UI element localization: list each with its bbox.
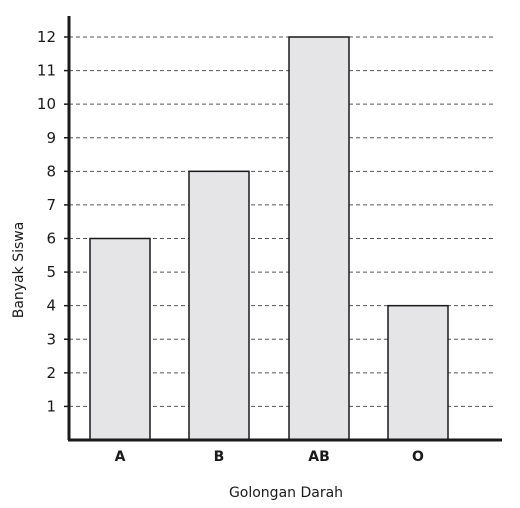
y-tick-label: 4 bbox=[46, 297, 56, 315]
bar-o bbox=[387, 304, 449, 441]
y-tick-label: 1 bbox=[46, 397, 56, 415]
bar-a bbox=[89, 237, 151, 441]
x-tick-label: A bbox=[115, 449, 126, 465]
y-tick-label: 10 bbox=[37, 95, 56, 113]
y-tick-label: 6 bbox=[46, 230, 56, 248]
x-tick-label: AB bbox=[308, 449, 330, 465]
y-tick-label: 3 bbox=[46, 330, 56, 348]
y-axis-title: Banyak Siswa bbox=[11, 222, 27, 319]
bars bbox=[89, 36, 449, 441]
y-tick-label: 11 bbox=[37, 62, 56, 80]
y-tick-label: 2 bbox=[46, 364, 56, 382]
bar-ab bbox=[288, 36, 350, 441]
axes bbox=[67, 16, 502, 442]
y-tick-label: 7 bbox=[46, 196, 56, 214]
x-tick-label: O bbox=[412, 449, 424, 465]
y-tick-label: 8 bbox=[46, 162, 56, 180]
bar-b bbox=[188, 170, 250, 441]
y-tick-label: 5 bbox=[46, 263, 56, 281]
x-tick-labels: A B AB O bbox=[115, 449, 424, 465]
y-tick-label: 9 bbox=[46, 129, 56, 147]
x-tick-label: B bbox=[214, 449, 225, 465]
y-tick-label: 12 bbox=[37, 28, 56, 46]
x-axis-title: Golongan Darah bbox=[229, 485, 343, 501]
